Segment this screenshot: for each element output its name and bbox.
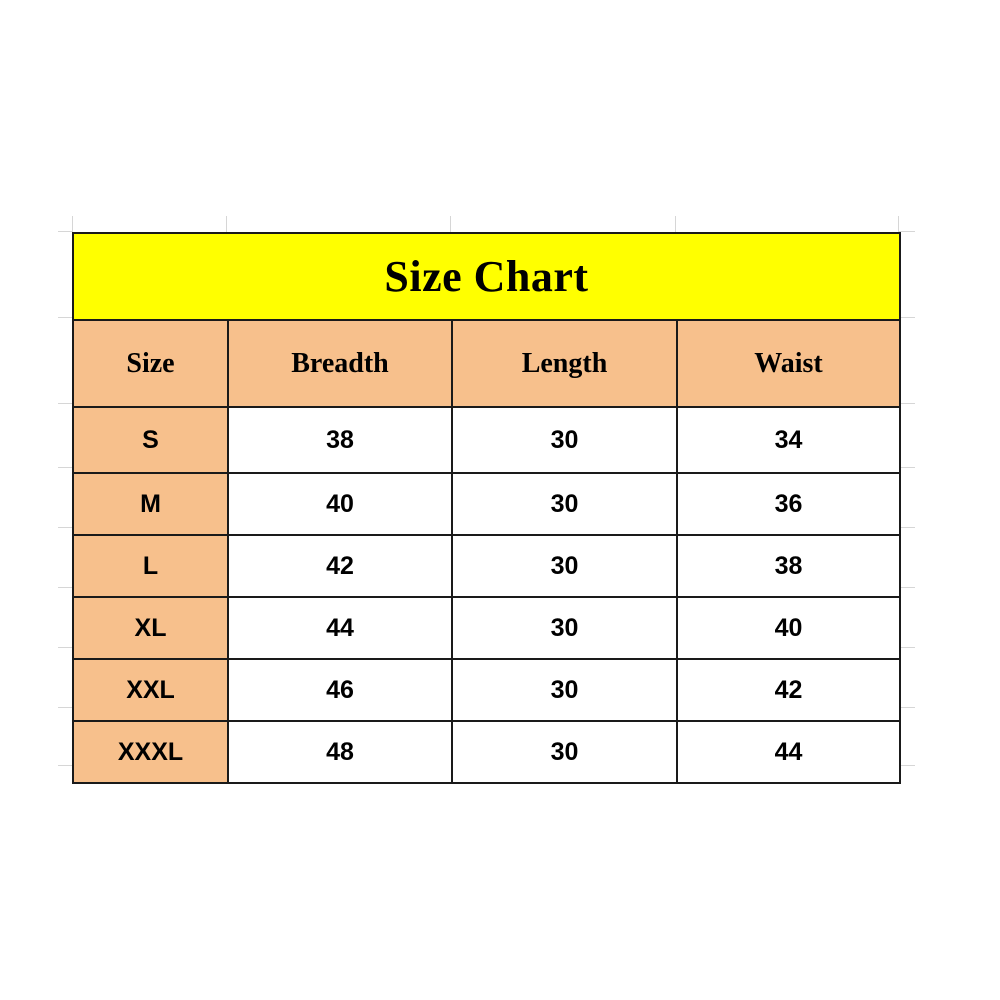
table-row: M 40 30 36 <box>72 472 901 536</box>
table-row: L 42 30 38 <box>72 534 901 598</box>
gridline-stub-right-7 <box>899 647 915 648</box>
cell-breadth: 38 <box>227 406 453 474</box>
cell-waist: 44 <box>676 720 901 784</box>
column-header-waist: Waist <box>676 319 901 408</box>
table-row: XL 44 30 40 <box>72 596 901 660</box>
cell-size: L <box>72 534 229 598</box>
gridline-stub-right-2 <box>899 317 915 318</box>
cell-size: S <box>72 406 229 474</box>
title-row: Size Chart <box>72 232 901 321</box>
cell-size: XL <box>72 596 229 660</box>
column-header-breadth: Breadth <box>227 319 453 408</box>
cell-waist: 40 <box>676 596 901 660</box>
cell-waist: 34 <box>676 406 901 474</box>
cell-breadth: 40 <box>227 472 453 536</box>
gridline-stub-right-1 <box>899 231 915 232</box>
cell-length: 30 <box>451 596 678 660</box>
table-row: XXXL 48 30 44 <box>72 720 901 784</box>
cell-breadth: 44 <box>227 596 453 660</box>
cell-waist: 36 <box>676 472 901 536</box>
cell-length: 30 <box>451 472 678 536</box>
cell-breadth: 46 <box>227 658 453 722</box>
gridline-stub-right-9 <box>899 765 915 766</box>
header-row: Size Breadth Length Waist <box>72 319 901 408</box>
gridline-stub-top-3 <box>675 216 676 232</box>
chart-title: Size Chart <box>72 232 901 321</box>
gridline-stub-left-4 <box>58 467 72 468</box>
gridline-stub-left-6 <box>58 587 72 588</box>
gridline-stub-left-3 <box>58 403 72 404</box>
cell-breadth: 42 <box>227 534 453 598</box>
gridline-stub-right-3 <box>899 403 915 404</box>
gridline-stub-left-1 <box>58 231 72 232</box>
size-chart-table: Size Chart Size Breadth Length Waist S 3… <box>72 232 901 784</box>
cell-length: 30 <box>451 534 678 598</box>
gridline-stub-left-2 <box>58 317 72 318</box>
table-row: XXL 46 30 42 <box>72 658 901 722</box>
cell-breadth: 48 <box>227 720 453 784</box>
cell-waist: 38 <box>676 534 901 598</box>
gridline-stub-top-2 <box>450 216 451 232</box>
gridline-stub-right-8 <box>899 707 915 708</box>
gridline-stub-left-5 <box>58 527 72 528</box>
cell-length: 30 <box>451 658 678 722</box>
cell-waist: 42 <box>676 658 901 722</box>
table-row: S 38 30 34 <box>72 406 901 474</box>
gridline-stub-right-4 <box>899 467 915 468</box>
column-header-length: Length <box>451 319 678 408</box>
gridline-stub-right-6 <box>899 587 915 588</box>
gridline-stub-left-7 <box>58 647 72 648</box>
gridline-stub-top-0 <box>72 216 73 232</box>
gridline-stub-left-8 <box>58 707 72 708</box>
cell-size: XXL <box>72 658 229 722</box>
gridline-stub-right-5 <box>899 527 915 528</box>
gridline-stub-top-1 <box>226 216 227 232</box>
gridline-stub-top-4 <box>898 216 899 232</box>
cell-length: 30 <box>451 406 678 474</box>
column-header-size: Size <box>72 319 229 408</box>
gridline-stub-left-9 <box>58 765 72 766</box>
cell-length: 30 <box>451 720 678 784</box>
cell-size: M <box>72 472 229 536</box>
cell-size: XXXL <box>72 720 229 784</box>
